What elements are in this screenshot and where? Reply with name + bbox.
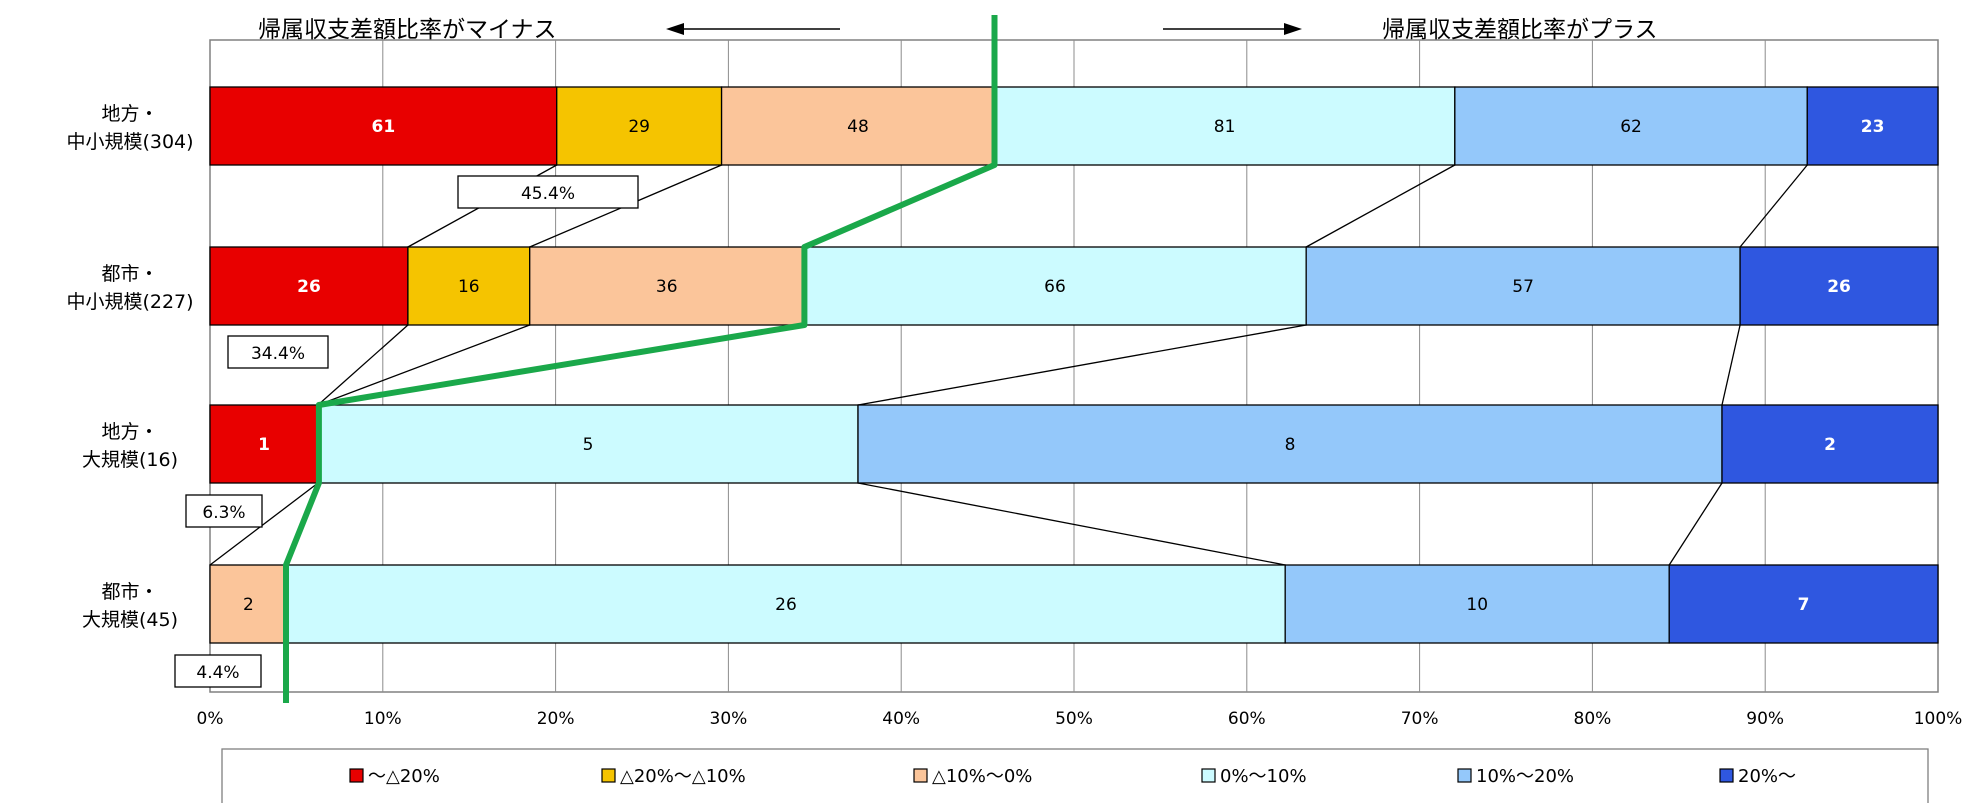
x-tick-label: 100% — [1914, 709, 1963, 729]
x-tick-label: 70% — [1401, 709, 1439, 729]
legend-box — [222, 749, 1928, 803]
minus-share-label: 34.4% — [251, 344, 305, 364]
legend-label: 0%～10% — [1220, 766, 1307, 787]
x-tick-label: 10% — [364, 709, 402, 729]
x-tick-label: 50% — [1055, 709, 1093, 729]
bar-value-label: 23 — [1861, 117, 1885, 137]
bar-value-label: 61 — [372, 117, 396, 137]
bar-value-label: 1 — [258, 435, 270, 455]
bar-value-label: 16 — [458, 277, 480, 297]
x-tick-label: 20% — [537, 709, 575, 729]
minus-share-label: 6.3% — [202, 503, 245, 523]
bar-value-label: 29 — [628, 117, 650, 137]
bar-value-label: 5 — [583, 435, 594, 455]
bar-value-label: 26 — [775, 595, 797, 615]
minus-share-label: 4.4% — [196, 663, 239, 683]
x-tick-label: 40% — [882, 709, 920, 729]
bar-value-label: 8 — [1285, 435, 1296, 455]
category-label: 大規模(16) — [82, 449, 178, 471]
legend-swatch — [1458, 769, 1471, 782]
legend-label: 20%～ — [1738, 766, 1796, 787]
bar-value-label: 10 — [1466, 595, 1488, 615]
minus-share-label: 45.4% — [521, 184, 575, 204]
x-tick-label: 90% — [1746, 709, 1784, 729]
annotation-left: 帰属収支差額比率がマイナス — [258, 17, 557, 43]
x-tick-label: 80% — [1574, 709, 1612, 729]
bar-value-label: 57 — [1512, 277, 1534, 297]
category-label: 中小規模(227) — [66, 291, 193, 313]
legend-swatch — [602, 769, 615, 782]
legend-swatch — [1720, 769, 1733, 782]
bar-value-label: 7 — [1798, 595, 1810, 615]
category-label: 大規模(45) — [82, 609, 178, 631]
bar-value-label: 36 — [656, 277, 678, 297]
category-label: 地方・ — [101, 421, 158, 443]
bar-value-label: 26 — [1827, 277, 1851, 297]
legend-swatch — [350, 769, 363, 782]
bar-value-label: 81 — [1214, 117, 1236, 137]
legend-label: ～△20% — [368, 766, 440, 787]
legend-swatch — [914, 769, 927, 782]
bar-value-label: 2 — [1824, 435, 1836, 455]
x-tick-label: 30% — [710, 709, 748, 729]
category-label: 地方・ — [101, 103, 158, 125]
legend-label: 10%～20% — [1476, 766, 1574, 787]
bar-value-label: 2 — [243, 595, 254, 615]
arrow-right-head — [1284, 23, 1302, 35]
legend-label: △20%～△10% — [620, 766, 746, 787]
legend-label: △10%～0% — [932, 766, 1032, 787]
bar-value-label: 48 — [847, 117, 869, 137]
x-tick-label: 0% — [197, 709, 224, 729]
x-tick-label: 60% — [1228, 709, 1266, 729]
bar-value-label: 26 — [297, 277, 321, 297]
bar-value-label: 66 — [1044, 277, 1066, 297]
legend-swatch — [1202, 769, 1215, 782]
category-label: 中小規模(304) — [66, 131, 193, 153]
category-label: 都市・ — [101, 263, 158, 285]
annotation-right: 帰属収支差額比率がプラス — [1382, 17, 1658, 43]
category-label: 都市・ — [101, 581, 158, 603]
bar-value-label: 62 — [1620, 117, 1642, 137]
arrow-left-head — [666, 23, 684, 35]
